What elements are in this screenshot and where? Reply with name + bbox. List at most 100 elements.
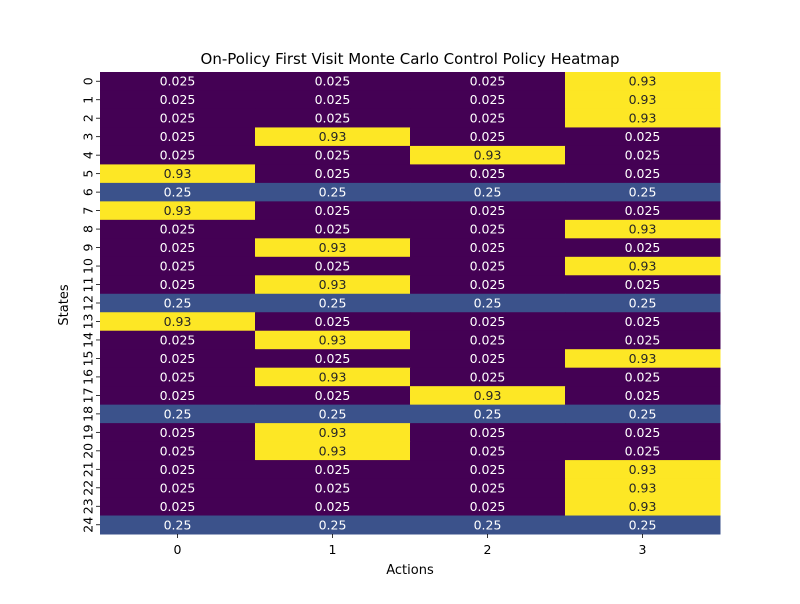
y-tick-label: 8 — [81, 225, 96, 233]
heatmap-cell — [255, 312, 411, 332]
heatmap-cell-label: 0.25 — [474, 296, 502, 311]
heatmap-cell — [410, 515, 566, 535]
heatmap-cell-label: 0.025 — [625, 129, 661, 144]
heatmap-cell — [255, 72, 411, 91]
heatmap-cell — [565, 256, 721, 276]
heatmap-cell-label: 0.025 — [160, 388, 196, 403]
heatmap-cell-label: 0.25 — [319, 185, 347, 200]
heatmap-cell — [410, 182, 566, 202]
heatmap-cell — [100, 441, 256, 461]
y-tick-label: 15 — [81, 350, 96, 366]
heatmap-cell-label: 0.93 — [629, 462, 657, 477]
heatmap-cell-label: 0.025 — [625, 277, 661, 292]
heatmap-cell-label: 0.025 — [625, 166, 661, 181]
heatmap-cell-label: 0.025 — [470, 129, 506, 144]
y-tick-label: 6 — [81, 188, 96, 196]
heatmap-cell — [410, 349, 566, 369]
heatmap-cell-label: 0.025 — [470, 222, 506, 237]
heatmap-cell-label: 0.25 — [474, 517, 502, 532]
heatmap-cell — [100, 293, 256, 313]
heatmap-cell-label: 0.025 — [470, 443, 506, 458]
heatmap-cell — [410, 441, 566, 461]
heatmap-cell-label: 0.025 — [315, 74, 351, 89]
heatmap-cell-label: 0.025 — [625, 240, 661, 255]
heatmap-cell — [410, 293, 566, 313]
x-tick-label: 0 — [174, 542, 182, 557]
heatmap-cells — [100, 72, 721, 535]
heatmap-cell — [100, 164, 256, 184]
heatmap-cell-label: 0.025 — [160, 240, 196, 255]
heatmap-cell — [255, 478, 411, 498]
y-tick-label: 19 — [81, 424, 96, 440]
heatmap-cell-label: 0.025 — [160, 425, 196, 440]
heatmap-cell-label: 0.025 — [470, 74, 506, 89]
heatmap-cell — [255, 164, 411, 184]
y-tick-label: 20 — [81, 443, 96, 459]
heatmap-cell-label: 0.025 — [625, 314, 661, 329]
y-tick-label: 10 — [81, 258, 96, 274]
heatmap-cell-label: 0.025 — [625, 425, 661, 440]
heatmap-cell — [565, 423, 721, 443]
heatmap-cell — [100, 404, 256, 424]
heatmap-cell-label: 0.025 — [625, 443, 661, 458]
y-tick-label: 13 — [81, 314, 96, 330]
y-tick-label: 0 — [81, 77, 96, 85]
heatmap-cell — [255, 515, 411, 535]
heatmap-cell — [565, 404, 721, 424]
heatmap-cell — [565, 312, 721, 332]
heatmap-cell — [255, 127, 411, 147]
heatmap-cell-label: 0.025 — [470, 92, 506, 107]
heatmap-cell-label: 0.025 — [470, 499, 506, 514]
heatmap-cell-label: 0.025 — [625, 388, 661, 403]
heatmap-cell — [255, 238, 411, 258]
heatmap-cell-label: 0.025 — [160, 259, 196, 274]
heatmap-cell — [565, 108, 721, 128]
heatmap-cell-label: 0.25 — [474, 185, 502, 200]
heatmap-cell-label: 0.93 — [629, 480, 657, 495]
heatmap-cell-label: 0.25 — [629, 406, 657, 421]
heatmap-cell-label: 0.93 — [319, 240, 347, 255]
heatmap-cell — [410, 312, 566, 332]
heatmap-cell — [410, 386, 566, 406]
heatmap-cell-label: 0.025 — [315, 351, 351, 366]
heatmap-cell — [410, 164, 566, 184]
y-tick-label: 4 — [81, 151, 96, 159]
y-tick-label: 3 — [81, 133, 96, 141]
heatmap-cell-label: 0.93 — [629, 499, 657, 514]
heatmap-cell — [100, 386, 256, 406]
heatmap-cell-label: 0.25 — [164, 185, 192, 200]
heatmap-cell-label: 0.025 — [160, 369, 196, 384]
heatmap-cell-label: 0.93 — [319, 129, 347, 144]
heatmap-cell — [255, 145, 411, 165]
heatmap-cell-label: 0.93 — [629, 222, 657, 237]
heatmap-cell — [100, 367, 256, 387]
heatmap-cell — [410, 497, 566, 517]
y-tick-label: 22 — [81, 480, 96, 496]
heatmap-cell — [410, 275, 566, 295]
heatmap-cell-label: 0.93 — [629, 259, 657, 274]
heatmap-cell — [565, 515, 721, 535]
heatmap-cell-label: 0.025 — [625, 369, 661, 384]
y-tick-label: 9 — [81, 244, 96, 252]
heatmap-cell-label: 0.025 — [625, 332, 661, 347]
heatmap-cell-label: 0.25 — [629, 296, 657, 311]
heatmap-cell — [100, 275, 256, 295]
heatmap-cell — [410, 219, 566, 239]
heatmap-cell-label: 0.93 — [629, 351, 657, 366]
heatmap-cell — [100, 127, 256, 147]
heatmap-cell-label: 0.025 — [315, 222, 351, 237]
heatmap-cell-label: 0.025 — [625, 203, 661, 218]
heatmap-cell-label: 0.93 — [319, 443, 347, 458]
heatmap-cell — [100, 478, 256, 498]
heatmap-cell — [410, 256, 566, 276]
heatmap-cell — [100, 256, 256, 276]
heatmap-cell — [100, 108, 256, 128]
heatmap-cell-label: 0.93 — [629, 74, 657, 89]
heatmap-cell — [100, 349, 256, 369]
y-tick-label: 11 — [81, 277, 96, 293]
y-tick-label: 18 — [81, 406, 96, 422]
heatmap-cell — [255, 386, 411, 406]
heatmap-cell-label: 0.025 — [470, 166, 506, 181]
heatmap-cell — [565, 293, 721, 313]
